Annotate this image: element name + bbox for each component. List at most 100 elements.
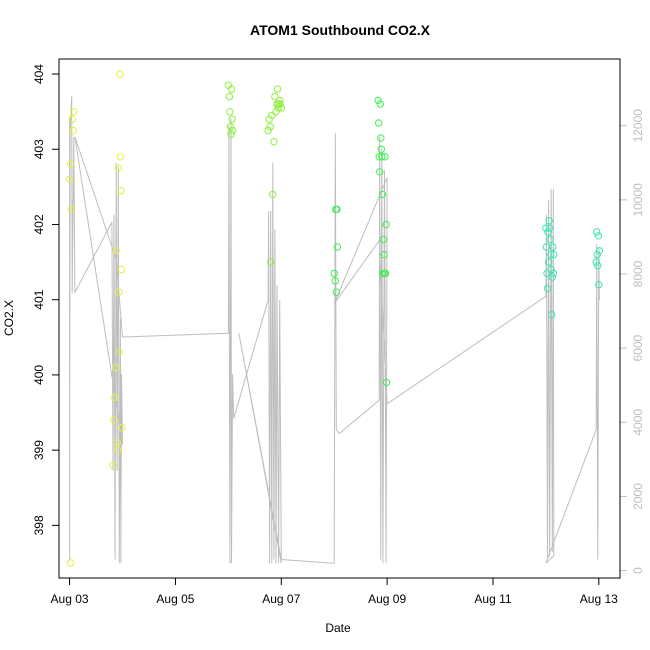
- data-point-7: [109, 461, 117, 469]
- data-point-16: [115, 348, 124, 356]
- data-point-14: [114, 164, 123, 172]
- data-point-40: [273, 85, 282, 93]
- x-tick-label-0: Aug 03: [51, 592, 89, 606]
- data-point-66: [381, 269, 390, 278]
- y2-tick-label-2: 4000: [631, 409, 645, 436]
- y-tick-label-6: 404: [32, 64, 46, 84]
- data-point-38: [272, 108, 280, 116]
- data-point-15: [115, 288, 123, 296]
- data-point-78: [547, 250, 555, 259]
- data-point-89: [594, 232, 602, 240]
- data-point-20: [117, 265, 126, 274]
- data-point-17: [116, 70, 124, 78]
- data-point-55: [376, 168, 384, 176]
- y-axis-label: CO2.X: [2, 300, 16, 336]
- x-tick-label-2: Aug 07: [262, 592, 300, 606]
- data-point-44: [276, 100, 284, 108]
- data-point-23: [225, 92, 234, 101]
- data-point-75: [545, 217, 553, 225]
- data-point-81: [548, 273, 556, 281]
- data-point-25: [226, 123, 235, 131]
- y2-tick-label-4: 8000: [631, 260, 645, 287]
- data-point-46: [330, 269, 338, 278]
- data-point-32: [266, 123, 274, 131]
- data-point-68: [382, 378, 391, 387]
- data-point-85: [592, 258, 600, 266]
- data-point-28: [228, 115, 236, 123]
- data-point-50: [333, 205, 341, 214]
- x-tick-label-5: Aug 13: [580, 592, 618, 606]
- data-point-65: [381, 153, 389, 161]
- data-point-0: [65, 175, 74, 184]
- data-point-26: [227, 130, 235, 138]
- data-point-77: [546, 235, 554, 244]
- data-point-73: [544, 228, 552, 236]
- data-point-45: [277, 104, 285, 112]
- data-point-88: [594, 262, 602, 270]
- data-point-49: [332, 288, 340, 296]
- data-point-36: [270, 138, 278, 146]
- data-point-30: [264, 126, 272, 135]
- x-axis-label: Date: [325, 621, 351, 635]
- data-point-47: [331, 277, 339, 285]
- data-point-62: [379, 235, 388, 244]
- data-point-59: [378, 153, 386, 161]
- data-point-54: [375, 153, 383, 161]
- data-point-33: [267, 258, 275, 266]
- data-point-9: [110, 393, 119, 402]
- y2-tick-label-0: 0: [631, 567, 645, 574]
- data-point-76: [545, 224, 554, 232]
- data-point-90: [595, 281, 603, 289]
- data-point-19: [117, 186, 125, 195]
- data-point-29: [228, 126, 237, 135]
- data-point-63: [380, 250, 388, 259]
- data-point-74: [544, 258, 553, 266]
- data-point-84: [550, 250, 558, 259]
- data-point-79: [547, 265, 555, 274]
- data-point-27: [227, 85, 236, 93]
- data-point-3: [68, 115, 76, 123]
- data-point-80: [548, 311, 556, 319]
- x-tick-label-3: Aug 09: [368, 592, 406, 606]
- data-point-35: [269, 190, 277, 199]
- data-point-1: [66, 160, 75, 169]
- y2-tick-label-6: 12000: [631, 109, 645, 143]
- chart-title: ATOM1 Southbound CO2.X: [250, 22, 431, 38]
- data-point-51: [333, 243, 342, 251]
- y-tick-label-3: 401: [32, 289, 46, 309]
- secondary-series-line: [69, 96, 600, 564]
- data-point-87: [593, 250, 601, 259]
- scatter-points-layer: [65, 70, 604, 567]
- x-tick-label-4: Aug 11: [474, 592, 511, 606]
- y2-tick-label-1: 2000: [631, 483, 645, 510]
- data-point-6: [66, 559, 75, 567]
- data-point-67: [382, 220, 390, 229]
- data-point-8: [110, 416, 118, 424]
- data-point-18: [116, 153, 125, 161]
- y-tick-label-0: 398: [32, 515, 46, 535]
- y-tick-label-4: 402: [32, 214, 46, 234]
- data-point-12: [113, 438, 121, 447]
- data-point-69: [542, 224, 550, 232]
- data-point-72: [543, 284, 552, 293]
- y-tick-label-1: 399: [32, 440, 46, 460]
- x-tick-label-1: Aug 05: [156, 592, 194, 606]
- data-point-53: [375, 119, 383, 127]
- data-point-5: [70, 108, 78, 116]
- y2-tick-label-5: 10000: [631, 183, 645, 217]
- data-point-52: [374, 96, 382, 105]
- data-point-91: [595, 247, 604, 255]
- data-point-24: [226, 108, 234, 116]
- data-point-11: [112, 247, 120, 255]
- data-point-34: [268, 111, 276, 120]
- data-point-2: [67, 205, 75, 214]
- data-point-82: [549, 243, 557, 251]
- data-point-21: [118, 423, 126, 432]
- data-point-58: [377, 145, 385, 154]
- plot-frame: [58, 58, 621, 579]
- data-point-57: [377, 134, 385, 142]
- data-point-43: [276, 96, 284, 105]
- data-point-13: [114, 446, 122, 454]
- y-tick-label-2: 400: [32, 365, 46, 385]
